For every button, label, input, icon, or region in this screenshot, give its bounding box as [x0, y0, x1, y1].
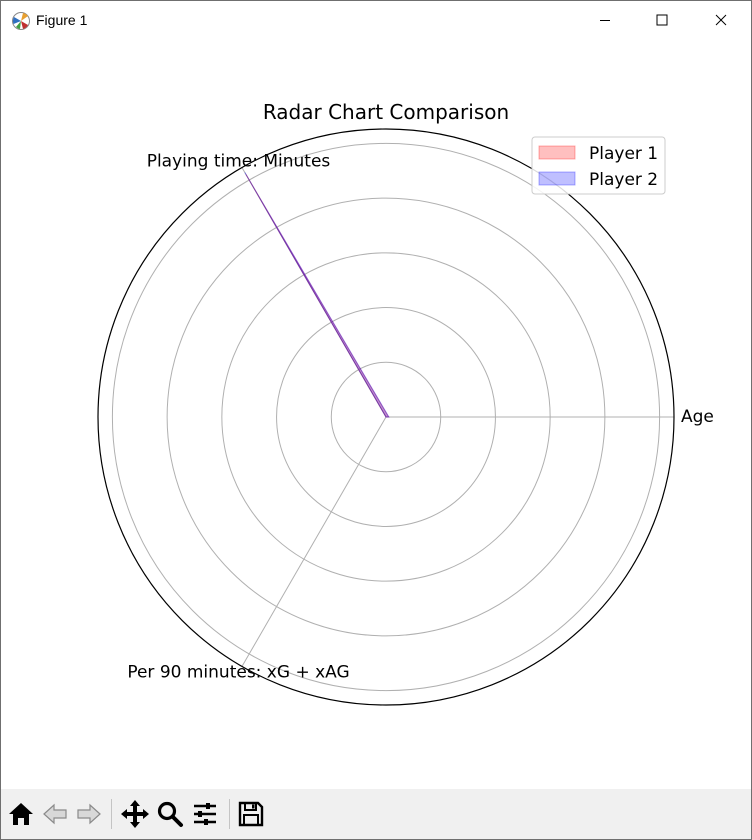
home-button[interactable] — [5, 797, 37, 831]
navigation-toolbar — [1, 789, 751, 839]
series-area-player-1 — [245, 174, 390, 418]
axis-label-2: Playing time: Minutes — [147, 152, 331, 172]
legend-label-player-2: Player 2 — [589, 170, 658, 190]
radar-chart: Radar Chart Comparison Age Playing time: … — [97, 100, 714, 706]
forward-button[interactable] — [73, 797, 105, 831]
radial-grid — [111, 142, 674, 692]
legend-label-player-1: Player 1 — [589, 144, 658, 164]
configure-subplots-icon — [194, 803, 216, 825]
back-icon — [43, 803, 67, 825]
window-title: Figure 1 — [36, 12, 88, 28]
legend-frame — [531, 136, 666, 195]
home-icon — [9, 803, 33, 825]
pan-button[interactable] — [119, 797, 151, 831]
close-icon — [715, 14, 727, 26]
series-area-player-2 — [244, 172, 390, 418]
maximize-icon — [656, 14, 668, 26]
axis-spoke-2 — [241, 167, 387, 418]
figure-canvas[interactable]: Radar Chart Comparison Age Playing time: … — [1, 39, 751, 787]
save-icon — [238, 801, 264, 827]
zoom-button[interactable] — [154, 797, 186, 831]
axis-label-1: Age — [681, 407, 714, 427]
axis-spoke-3 — [241, 416, 387, 667]
polar-frame — [97, 128, 675, 706]
forward-icon — [77, 803, 101, 825]
series-layer — [244, 172, 390, 418]
matplotlib-icon — [12, 12, 30, 30]
toolbar-separator — [229, 799, 230, 829]
configure-subplots-button[interactable] — [189, 797, 221, 831]
axis-labels: Age Playing time: Minutes Per 90 minutes: … — [127, 152, 714, 683]
toolbar-separator — [111, 799, 112, 829]
minimize-icon — [600, 20, 610, 21]
close-button[interactable] — [692, 1, 750, 39]
legend: Player 1 Player 2 — [531, 136, 666, 195]
chart-title: Radar Chart Comparison — [263, 100, 509, 124]
zoom-icon — [157, 801, 183, 827]
maximize-button[interactable] — [633, 1, 691, 39]
axis-label-3: Per 90 minutes: xG + xAG — [127, 663, 349, 683]
save-button[interactable] — [235, 797, 267, 831]
pan-icon — [121, 800, 149, 828]
back-button[interactable] — [39, 797, 71, 831]
legend-swatch-player-2 — [538, 171, 576, 186]
minimize-button[interactable] — [576, 1, 634, 39]
title-bar: Figure 1 — [1, 1, 751, 39]
legend-swatch-player-1 — [538, 145, 576, 160]
